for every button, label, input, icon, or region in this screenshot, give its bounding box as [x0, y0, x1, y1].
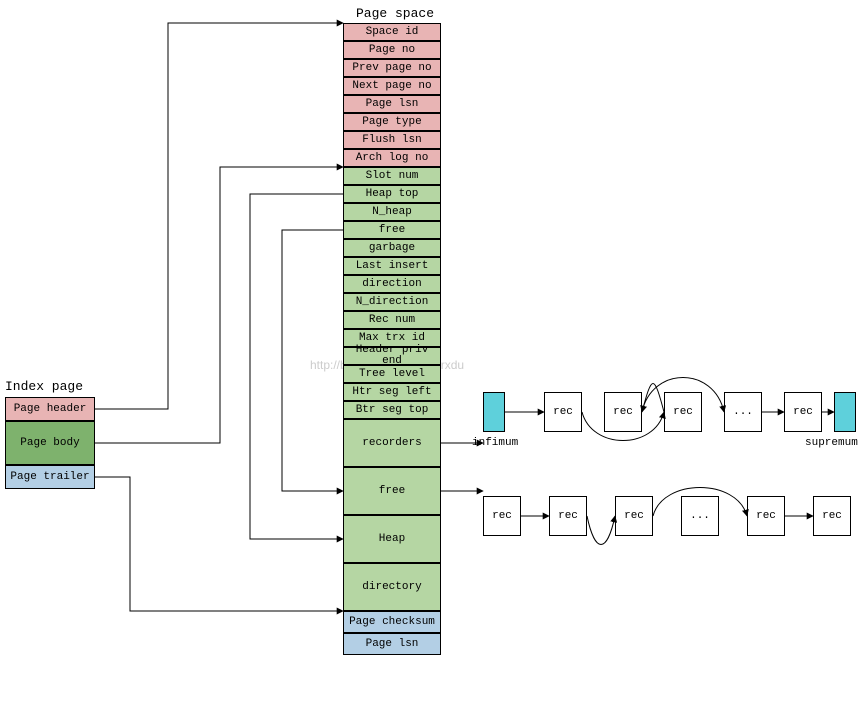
page-space-27-page-lsn: Page lsn — [343, 633, 441, 655]
page-space-9-heap-top: Heap top — [343, 185, 441, 203]
page-space-5-page-type: Page type — [343, 113, 441, 131]
infimum-label: infimum — [472, 437, 518, 449]
page-space-6-flush-lsn: Flush lsn — [343, 131, 441, 149]
page-space-1-page-no: Page no — [343, 41, 441, 59]
page-space-24-heap: Heap — [343, 515, 441, 563]
page-space-4-page-lsn: Page lsn — [343, 95, 441, 113]
index-page-page-header: Page header — [5, 397, 95, 421]
index-page-page-body: Page body — [5, 421, 95, 465]
page-space-10-n_heap: N_heap — [343, 203, 441, 221]
page-space-16-rec-num: Rec num — [343, 311, 441, 329]
page-space-20-htr-seg-left: Htr seg left — [343, 383, 441, 401]
page-space-2-prev-page-no: Prev page no — [343, 59, 441, 77]
page-space-15-n_direction: N_direction — [343, 293, 441, 311]
index-page-title: Index page — [5, 379, 83, 394]
page-space-13-last-insert: Last insert — [343, 257, 441, 275]
free-box-0: rec — [483, 496, 521, 536]
page-space-26-page-checksum: Page checksum — [343, 611, 441, 633]
page-space-14-direction: direction — [343, 275, 441, 293]
free-box-2: rec — [615, 496, 653, 536]
page-space-0-space-id: Space id — [343, 23, 441, 41]
page-space-11-free: free — [343, 221, 441, 239]
free-box-5: rec — [813, 496, 851, 536]
supremum-label: supremum — [805, 437, 858, 449]
page-space-8-slot-num: Slot num — [343, 167, 441, 185]
free-box-4: rec — [747, 496, 785, 536]
page-space-12-garbage: garbage — [343, 239, 441, 257]
page-space-3-next-page-no: Next page no — [343, 77, 441, 95]
page-space-19-tree-level: Tree level — [343, 365, 441, 383]
page-space-25-directory: directory — [343, 563, 441, 611]
index-page-page-trailer: Page trailer — [5, 465, 95, 489]
page-space-title: Page space — [356, 6, 434, 21]
recorders-box-6 — [834, 392, 856, 432]
recorders-box-4: ... — [724, 392, 762, 432]
page-space-22-recorders: recorders — [343, 419, 441, 467]
recorders-box-1: rec — [544, 392, 582, 432]
recorders-box-5: rec — [784, 392, 822, 432]
diagram-root: { "colors": { "pink": "#e8b4b4", "green_… — [0, 0, 861, 704]
recorders-box-0 — [483, 392, 505, 432]
free-box-1: rec — [549, 496, 587, 536]
page-space-23-free: free — [343, 467, 441, 515]
recorders-box-2: rec — [604, 392, 642, 432]
page-space-18-header-priv-end: Header priv end — [343, 347, 441, 365]
page-space-21-btr-seg-top: Btr seg top — [343, 401, 441, 419]
page-space-7-arch-log-no: Arch log no — [343, 149, 441, 167]
free-box-3: ... — [681, 496, 719, 536]
recorders-box-3: rec — [664, 392, 702, 432]
